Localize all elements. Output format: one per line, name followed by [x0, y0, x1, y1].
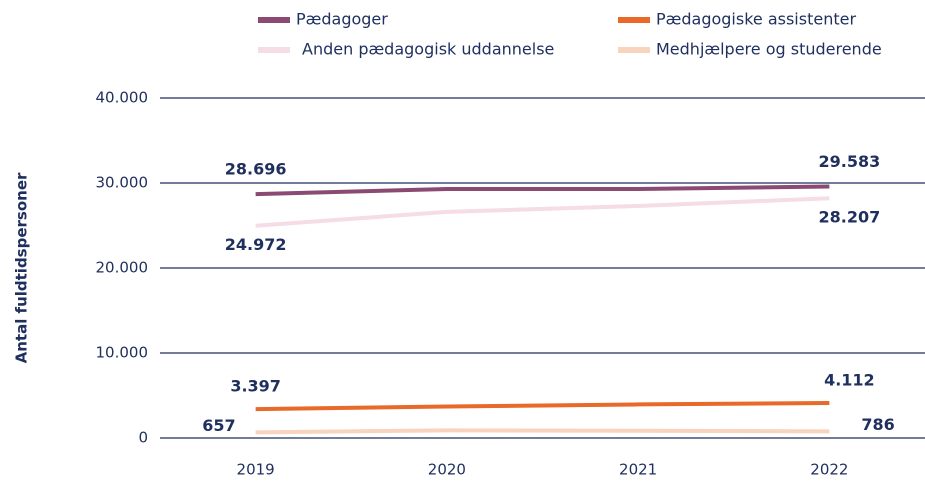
legend-label: Pædagogiske assistenter [656, 10, 856, 29]
x-tick-label: 2020 [428, 461, 466, 479]
y-tick-label: 20.000 [96, 259, 149, 277]
y-tick-label: 0 [138, 429, 148, 447]
legend-label: Pædagoger [296, 10, 388, 29]
data-label: 4.112 [824, 371, 875, 390]
data-label: 28.696 [225, 160, 287, 179]
y-tick-label: 30.000 [96, 174, 149, 192]
data-label: 786 [861, 415, 894, 434]
y-tick-label: 40.000 [96, 89, 149, 107]
data-label: 28.207 [819, 208, 881, 227]
legend-swatch [618, 17, 650, 23]
line [255, 401, 830, 412]
data-label: 3.397 [230, 377, 281, 396]
line [255, 428, 830, 435]
y-tick-label: 10.000 [96, 344, 149, 362]
data-label: 657 [202, 416, 235, 435]
legend-label: Medhjælpere og studerende [656, 40, 882, 59]
legend-swatch [618, 47, 650, 53]
data-label: 24.972 [225, 235, 287, 254]
data-label: 29.583 [819, 152, 881, 171]
y-axis-label: Antal fuldtidspersoner [13, 172, 31, 363]
legend-swatch [258, 17, 290, 23]
legend-swatch [258, 47, 290, 53]
line [255, 184, 830, 197]
legend-label: Anden pædagogisk uddannelse [302, 40, 554, 59]
x-tick-label: 2021 [619, 461, 657, 479]
x-tick-label: 2019 [237, 461, 275, 479]
x-tick-label: 2022 [810, 461, 848, 479]
line [255, 196, 830, 228]
